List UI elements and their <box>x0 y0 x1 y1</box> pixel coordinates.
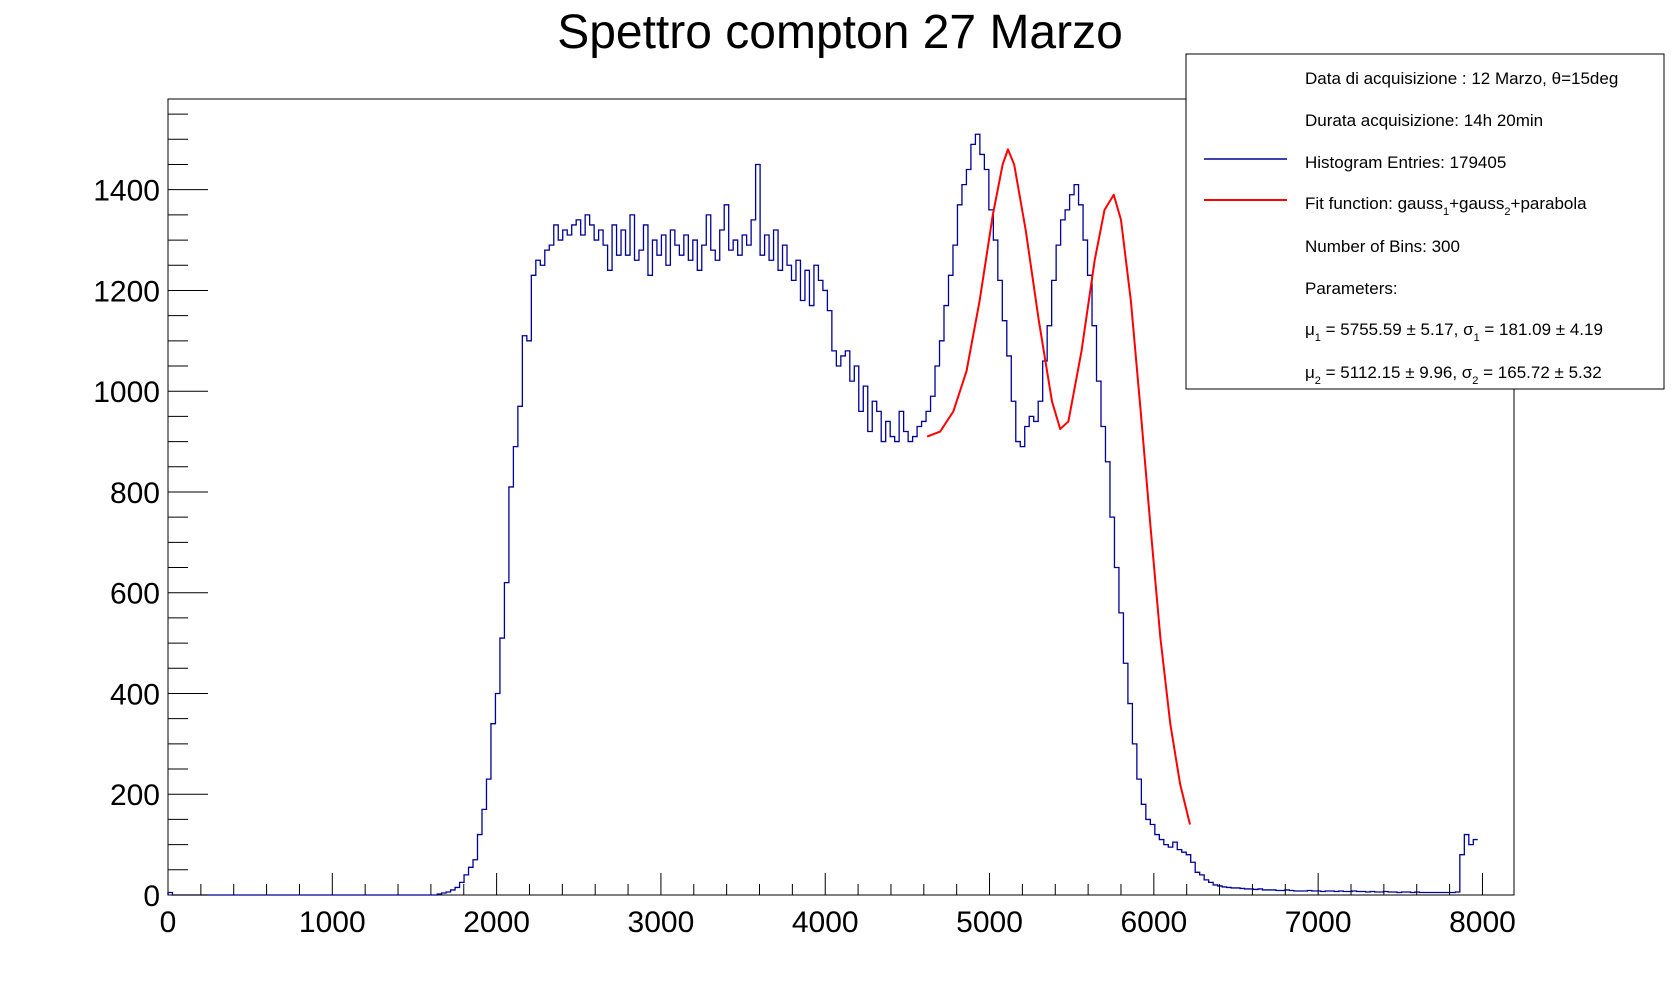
y-tick-label: 400 <box>110 678 160 711</box>
x-tick-label: 6000 <box>1120 906 1187 939</box>
x-tick-label: 4000 <box>792 906 859 939</box>
y-tick-label: 1200 <box>93 275 160 308</box>
x-tick-label: 2000 <box>463 906 530 939</box>
histogram-layer <box>167 133 1478 896</box>
legend-param-line-1: μ1 = 5755.59 ± 5.17, σ1 = 181.09 ± 4.19 <box>1305 320 1603 344</box>
legend-histogram-label: Histogram Entries: 179405 <box>1305 153 1506 172</box>
fit-curve <box>926 148 1191 825</box>
y-tick-label: 800 <box>110 477 160 510</box>
axis-layer: 0 1000 2000 3000 4000 5000 6000 7000 8000 0 200 400… <box>93 113 1516 939</box>
plot-frame <box>167 98 1515 896</box>
legend-param-line-2: μ2 = 5112.15 ± 9.96, σ2 = 165.72 ± 5.32 <box>1305 363 1602 387</box>
x-tick-label: 7000 <box>1285 906 1352 939</box>
histogram-series <box>167 133 1478 896</box>
y-tick-label: 1000 <box>93 376 160 409</box>
y-tick-label: 0 <box>143 880 160 913</box>
legend-parameters-label: Parameters: <box>1305 279 1398 298</box>
y-tick-label: 200 <box>110 779 160 812</box>
legend-line-acquisition-date: Data di acquisizione : 12 Marzo, θ=15deg <box>1305 69 1618 88</box>
x-tick-label: 1000 <box>299 906 366 939</box>
x-tick-label: 0 <box>160 906 177 939</box>
y-tick-label: 600 <box>110 578 160 611</box>
legend-fit-label: Fit function: gauss1+gauss2+parabola <box>1305 194 1587 218</box>
x-tick-label: 3000 <box>628 906 695 939</box>
legend-line-duration: Durata acquisizione: 14h 20min <box>1305 111 1543 130</box>
legend-bins-label: Number of Bins: 300 <box>1305 237 1460 256</box>
legend-frame <box>1185 53 1665 390</box>
x-tick-label: 8000 <box>1449 906 1516 939</box>
legend-box: Data di acquisizione : 12 Marzo, θ=15deg… <box>1185 53 1665 390</box>
y-tick-label: 1400 <box>93 175 160 208</box>
chart-title: Spettro compton 27 Marzo <box>557 6 1123 59</box>
x-tick-label: 5000 <box>956 906 1023 939</box>
fit-curve-layer <box>926 148 1191 825</box>
